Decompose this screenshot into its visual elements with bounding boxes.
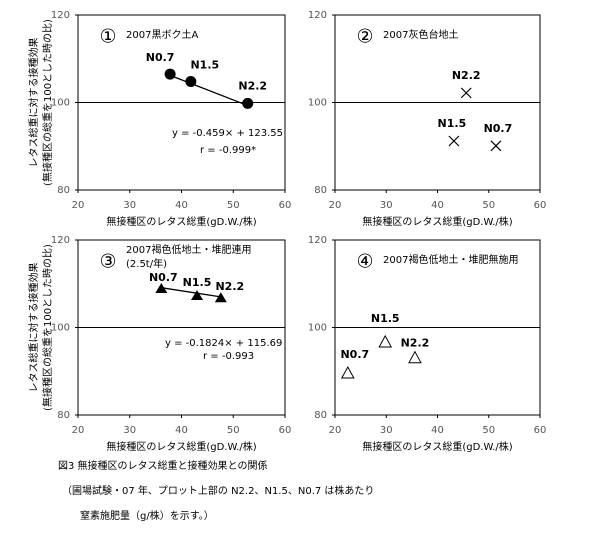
fit-line bbox=[161, 287, 221, 298]
point-label: N1.5 bbox=[183, 276, 212, 289]
annotation: y = -0.459× + 123.55 bbox=[172, 128, 283, 139]
point bbox=[185, 76, 197, 87]
x-tick-label: 20 bbox=[72, 200, 85, 211]
y-tick-label: 120 bbox=[51, 10, 70, 21]
y-tick-label: 100 bbox=[308, 323, 327, 334]
point bbox=[155, 283, 168, 293]
y-tick-label: 100 bbox=[51, 323, 70, 334]
panel-title: 2007灰色台地土 bbox=[383, 28, 458, 41]
y-tick-label: 80 bbox=[314, 410, 327, 421]
x-tick-label: 30 bbox=[123, 200, 136, 211]
panel-number: ③ bbox=[99, 251, 116, 273]
x-tick-label: 60 bbox=[534, 425, 547, 436]
point bbox=[408, 350, 422, 364]
panel-title: 2007黒ボク土A bbox=[126, 28, 198, 41]
point bbox=[164, 68, 176, 80]
x-tick-label: 20 bbox=[72, 425, 85, 436]
x-axis-label: 無接種区のレタス総重(gD.W./株) bbox=[106, 215, 256, 228]
point-label: N1.5 bbox=[190, 59, 219, 72]
x-tick-label: 30 bbox=[123, 425, 136, 436]
x-tick-label: 30 bbox=[380, 425, 393, 436]
point bbox=[448, 135, 460, 147]
x-tick-label: 40 bbox=[431, 425, 444, 436]
point bbox=[242, 97, 254, 109]
panel-title: 2007褐色低地土・堆肥無施用 bbox=[383, 253, 518, 266]
panel-number: ① bbox=[99, 26, 116, 48]
x-tick-label: 60 bbox=[279, 200, 292, 211]
point-label: N0.7 bbox=[484, 122, 513, 135]
x-tick-label: 40 bbox=[431, 200, 444, 211]
point bbox=[340, 365, 355, 379]
y-tick-label: 120 bbox=[308, 235, 327, 246]
panel-title: 2007褐色低地土・堆肥連用 bbox=[126, 243, 251, 256]
x-tick-label: 60 bbox=[279, 425, 292, 436]
x-tick-label: 40 bbox=[175, 425, 188, 436]
caption: （圃場試験・07 年、プロット上部の N2.2、N1.5、N0.7 は株あたり bbox=[62, 484, 374, 497]
x-tick-label: 30 bbox=[380, 200, 393, 211]
annotation: r = -0.999* bbox=[200, 145, 256, 156]
point bbox=[214, 292, 227, 303]
x-tick-label: 60 bbox=[534, 200, 547, 211]
point-label: N1.5 bbox=[438, 117, 467, 130]
annotation: r = -0.993 bbox=[203, 351, 254, 362]
x-axis-label: 無接種区のレタス総重(gD.W./株) bbox=[362, 440, 512, 453]
point bbox=[191, 290, 204, 300]
y-tick-label: 120 bbox=[308, 10, 327, 21]
panel-number: ② bbox=[356, 26, 373, 48]
x-axis-label: 無接種区のレタス総重(gD.W./株) bbox=[362, 215, 512, 228]
y-axis-label: レタス総重に対する接種効果 bbox=[27, 38, 40, 168]
point-label: N2.2 bbox=[238, 79, 267, 92]
x-tick-label: 50 bbox=[227, 425, 240, 436]
point-label: N0.7 bbox=[146, 51, 175, 64]
point-label: N2.2 bbox=[452, 69, 481, 82]
y-tick-label: 120 bbox=[51, 235, 70, 246]
x-axis-label: 無接種区のレタス総重(gD.W./株) bbox=[106, 440, 256, 453]
x-tick-label: 50 bbox=[482, 200, 495, 211]
y-axis-label: (無接種区の総重を100とした時の比) bbox=[41, 244, 54, 411]
point-label: N0.7 bbox=[149, 271, 178, 284]
point-label: N0.7 bbox=[340, 348, 369, 361]
annotation: y = -0.1824× + 115.69 bbox=[165, 338, 282, 349]
x-tick-label: 50 bbox=[227, 200, 240, 211]
y-tick-label: 80 bbox=[57, 410, 70, 421]
x-tick-label: 20 bbox=[329, 425, 342, 436]
y-tick-label: 80 bbox=[57, 185, 70, 196]
point bbox=[460, 87, 472, 99]
point bbox=[490, 140, 502, 152]
panel-number: ④ bbox=[356, 251, 373, 273]
panel-subtitle: (2.5t/年) bbox=[126, 257, 167, 270]
point-label: N2.2 bbox=[401, 337, 430, 350]
y-tick-label: 80 bbox=[314, 185, 327, 196]
point-label: N2.2 bbox=[215, 280, 244, 293]
caption: 窒素施肥量（g/株）を示す。） bbox=[80, 509, 214, 522]
x-tick-label: 40 bbox=[175, 200, 188, 211]
fit-line bbox=[169, 74, 248, 107]
y-axis-label: レタス総重に対する接種効果 bbox=[27, 263, 40, 393]
caption: 図3 無接種区のレタス総重と接種効果との関係 bbox=[58, 459, 267, 472]
point bbox=[378, 334, 393, 348]
x-tick-label: 20 bbox=[329, 200, 342, 211]
y-tick-label: 100 bbox=[51, 98, 70, 109]
point-label: N1.5 bbox=[371, 312, 400, 325]
y-axis-label: (無接種区の総重を100とした時の比) bbox=[41, 19, 54, 186]
y-tick-label: 100 bbox=[308, 98, 327, 109]
x-tick-label: 50 bbox=[482, 425, 495, 436]
